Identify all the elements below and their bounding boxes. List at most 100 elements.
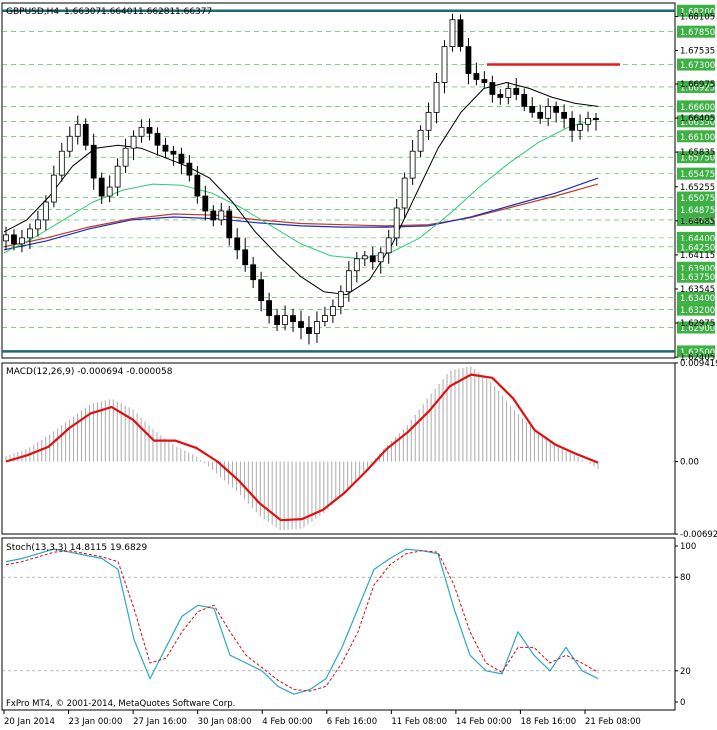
candle-body — [194, 174, 201, 197]
candle-body — [361, 255, 368, 260]
price-tick-label: 1.65835 — [680, 148, 715, 158]
price-tick-label: 1.63545 — [680, 285, 715, 295]
candle-body — [497, 94, 504, 98]
candle-body — [234, 237, 241, 251]
fib-level-label: 1.66925 — [680, 83, 715, 93]
candle-body — [122, 147, 129, 167]
candle-body — [369, 255, 376, 263]
stoch-signal-line — [5, 550, 599, 692]
time-tick-label: 30 Jan 08:00 — [198, 717, 252, 727]
candle-body — [154, 132, 161, 146]
fib-level-tag — [677, 80, 715, 93]
candle-body — [98, 177, 105, 197]
price-tick-label: 1.64115 — [680, 251, 715, 261]
candle-body — [146, 126, 153, 134]
candle-body — [593, 117, 599, 120]
candle-body — [521, 94, 528, 107]
candle-body — [106, 186, 113, 197]
fib-level-label: 1.64875 — [680, 206, 715, 216]
candle-body — [66, 135, 73, 152]
macd-axis: 0.009419 0.00 -0.006928 — [675, 359, 717, 540]
stoch-main-line — [5, 548, 599, 695]
candle-body — [545, 105, 552, 119]
candles — [3, 13, 599, 345]
fib-level-tag — [677, 270, 715, 283]
price-tick-label: 1.62405 — [680, 353, 715, 363]
stoch-axis: 100 80 20 0 — [675, 542, 696, 708]
time-tick-label: 18 Feb 16:00 — [520, 717, 576, 727]
candle-body — [433, 82, 440, 113]
candle-body — [186, 162, 193, 176]
candle-body — [19, 237, 25, 245]
fib-level-tag — [677, 167, 715, 180]
candle-body — [425, 111, 432, 131]
price-tick-label: 1.68105 — [680, 12, 715, 22]
fib-level-label: 1.66100 — [680, 133, 715, 143]
fib-level-tag — [677, 58, 715, 71]
highlight-levels — [2, 9, 675, 353]
fib-level-tag — [677, 191, 715, 204]
time-tick-label: 23 Jan 00:00 — [69, 717, 123, 727]
chart-title: GBPUSD,H4 — [6, 7, 59, 17]
fib-level-tag — [677, 25, 715, 38]
candle-body — [274, 315, 280, 325]
ma-slow-blue — [3, 177, 599, 251]
candle-body — [329, 306, 336, 316]
macd-signal-line — [5, 373, 599, 522]
stoch-tick-label: 0 — [680, 698, 685, 708]
candle-body — [3, 234, 9, 242]
candle-body — [401, 177, 408, 209]
stoch-label: Stoch(13,3,3) 14.8115 19.6829 — [6, 543, 147, 553]
candle-body — [505, 88, 512, 98]
candle-body — [202, 195, 209, 212]
fib-level-label: 1.65750 — [680, 154, 715, 164]
candle-body — [353, 258, 360, 272]
fib-level-label: 1.64250 — [680, 243, 715, 253]
ma-slow-red — [3, 183, 599, 248]
ma-mid-green — [3, 117, 599, 260]
fib-level-label: 1.63900 — [680, 264, 715, 274]
price-tick-label: 1.66975 — [680, 80, 715, 90]
fib-level-label: 1.65475 — [680, 170, 715, 180]
fib-level-tag — [677, 151, 715, 164]
fib-level-tag — [677, 203, 715, 216]
candle-body — [306, 327, 312, 334]
fib-level-label: 1.64400 — [680, 234, 715, 244]
fib-level-tag — [677, 240, 715, 253]
time-axis: 20 Jan 2014 23 Jan 00:00 27 Jan 16:00 30 Ja… — [3, 710, 641, 727]
fib-level-label: 1.63200 — [680, 306, 715, 316]
candle-body — [178, 153, 185, 164]
candle-body — [481, 79, 488, 83]
candle-body — [162, 144, 169, 152]
stoch-pane-frame — [1, 537, 676, 711]
time-tick-label: 6 Feb 16:00 — [327, 717, 377, 727]
fib-level-label: 1.63750 — [680, 273, 715, 283]
stoch-pane: Stoch(13,3,3) 14.8115 19.6829 FxPro MT4,… — [1, 537, 676, 711]
stoch-tick-label: 20 — [680, 667, 691, 677]
candle-body — [537, 111, 544, 119]
candle-body — [585, 117, 591, 125]
stoch-lines — [5, 548, 599, 695]
candle-body — [322, 315, 328, 322]
candle-body — [282, 315, 288, 325]
candle-body — [11, 234, 17, 245]
candle-body — [513, 88, 520, 95]
price-tick-label: 1.64685 — [680, 217, 715, 227]
candle-body — [441, 46, 448, 83]
ohlc-open: 1.66307 — [64, 7, 101, 17]
candle-body — [170, 150, 177, 155]
candle-body — [34, 219, 41, 230]
fib-level-label: 1.66600 — [680, 103, 715, 113]
ma-fast-black — [3, 82, 599, 296]
candle-body — [130, 135, 137, 149]
fib-level-label: 1.62500 — [680, 348, 715, 358]
ohlc-close: 1.66377 — [175, 7, 212, 17]
candle-body — [74, 123, 81, 137]
candle-body — [50, 174, 57, 203]
macd-tick-label: 0.00 — [680, 458, 699, 468]
time-tick-label: 21 Feb 08:00 — [585, 717, 641, 727]
fib-level-label: 1.66350 — [680, 118, 715, 128]
fib-level-label: 1.65075 — [680, 194, 715, 204]
candle-body — [457, 19, 464, 48]
